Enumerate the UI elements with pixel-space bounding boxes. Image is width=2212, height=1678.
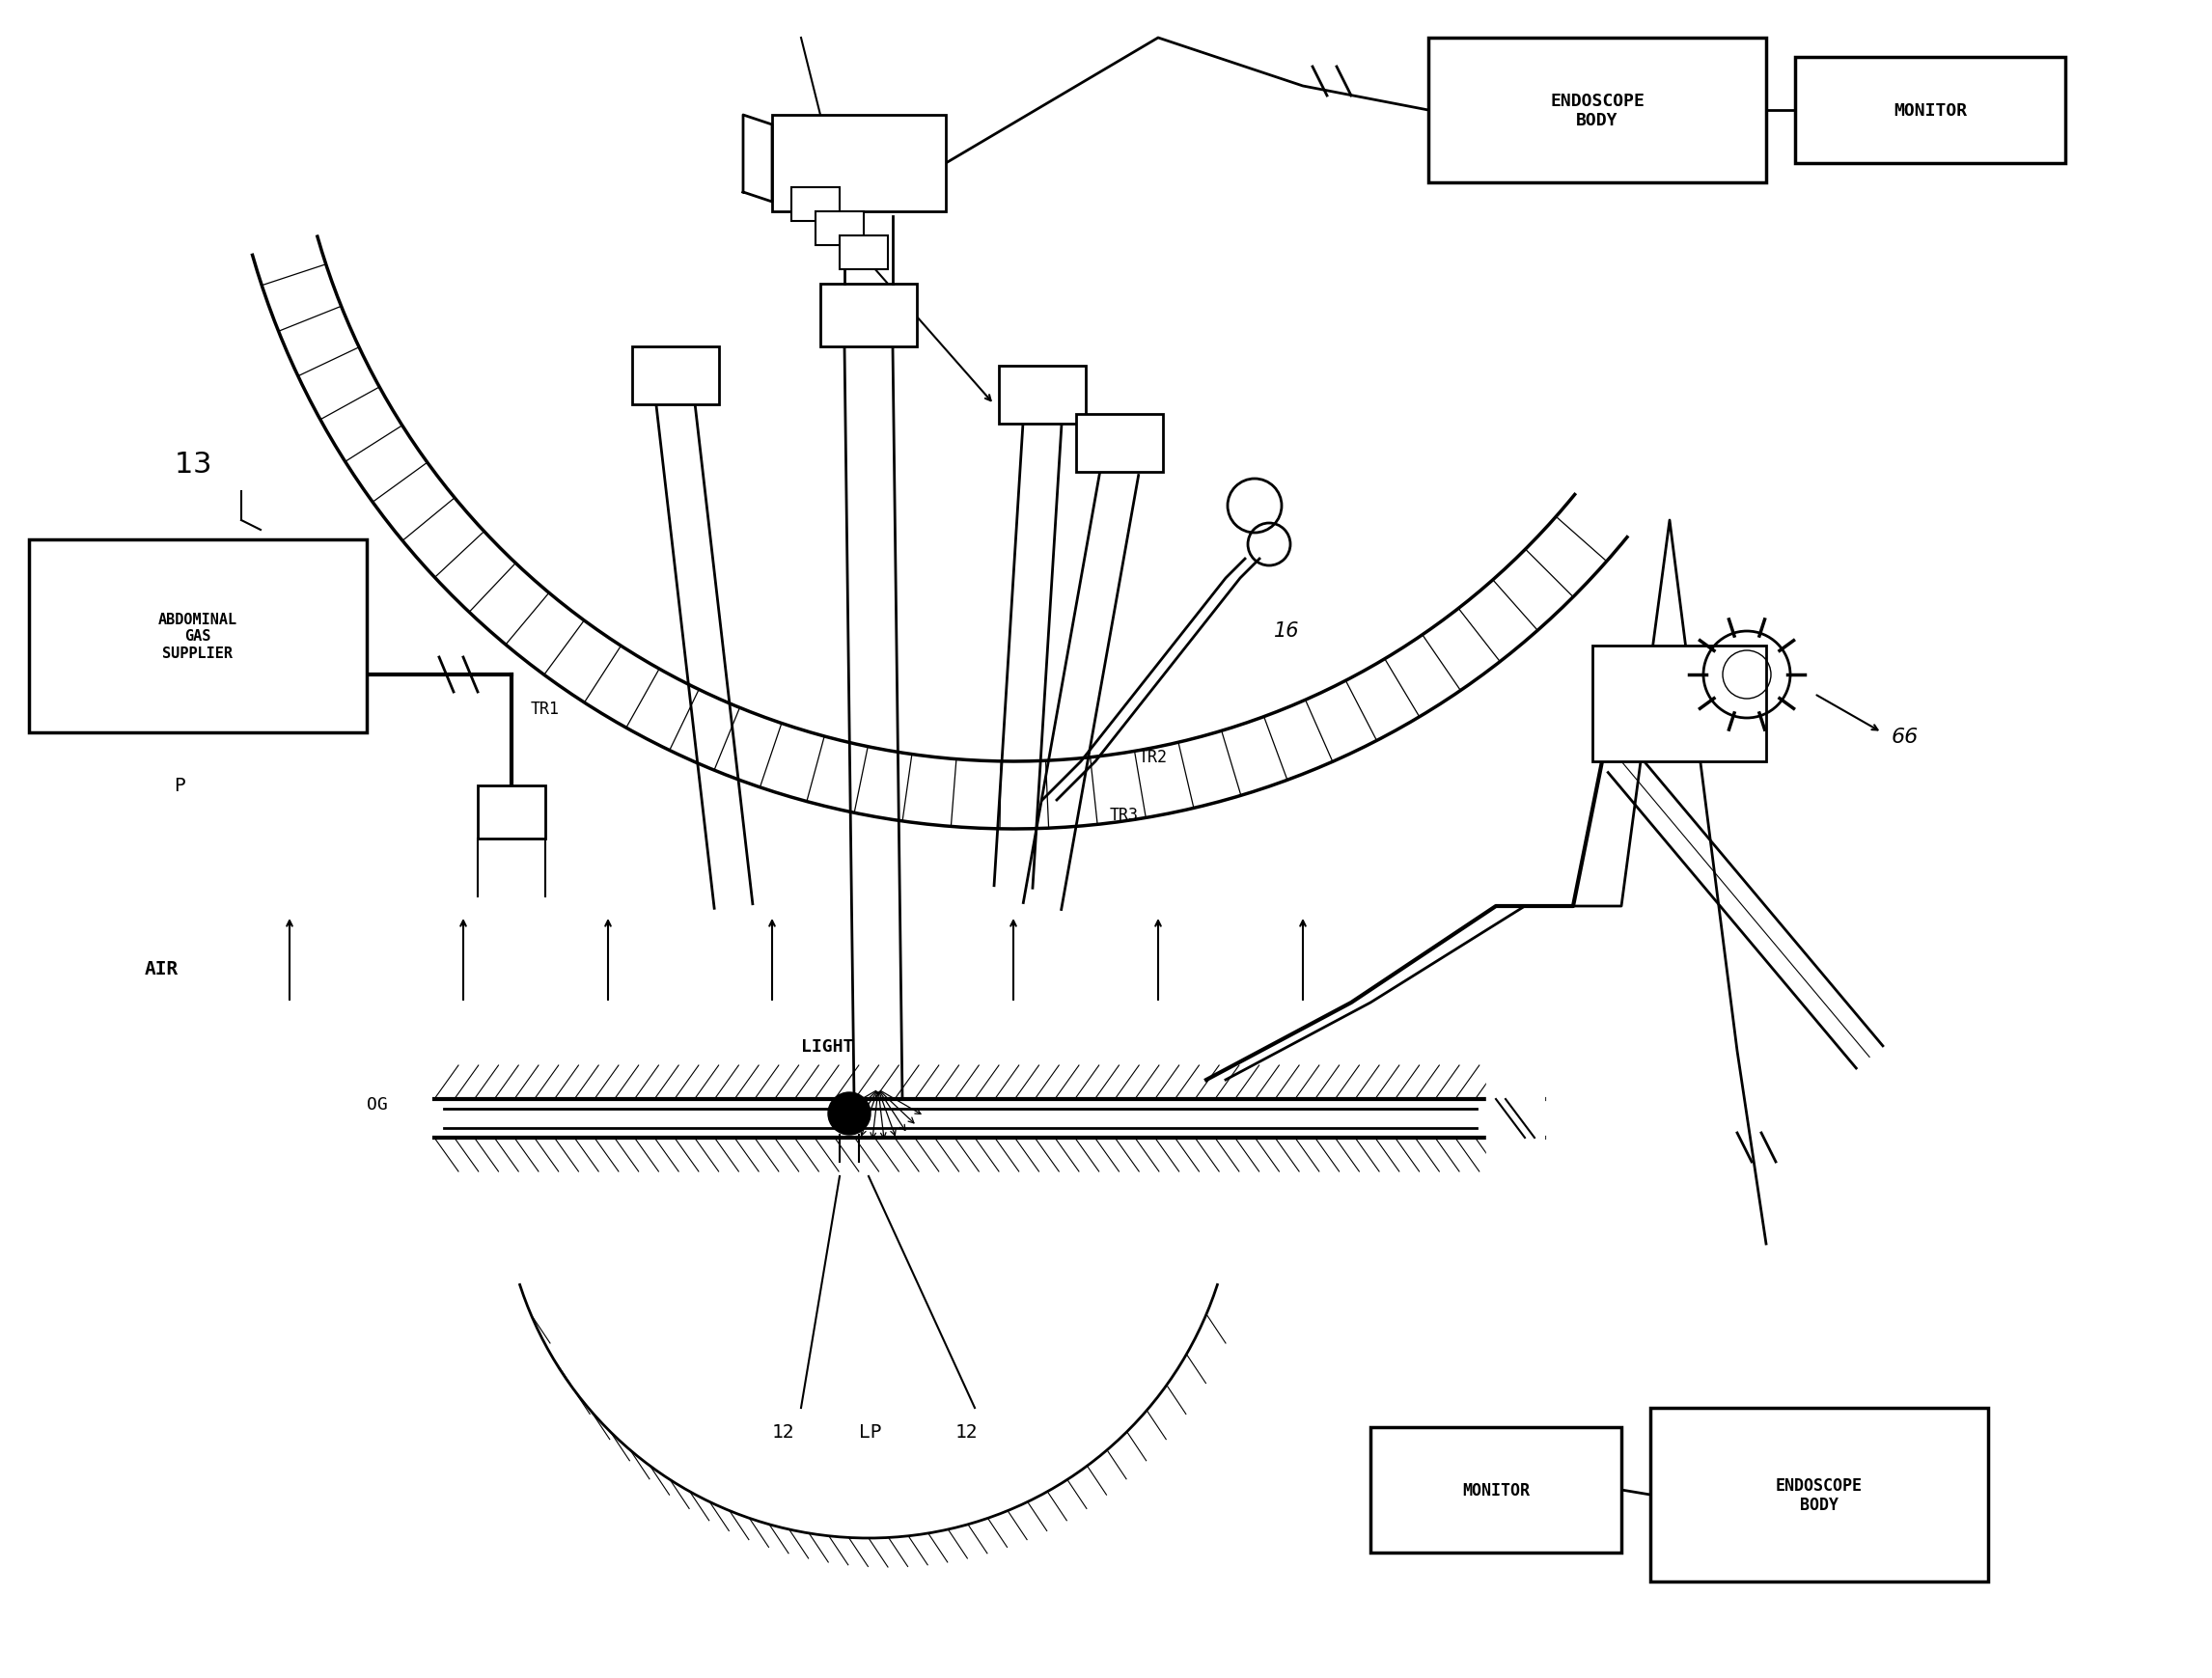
Text: 12: 12 <box>956 1423 978 1441</box>
Text: OG: OG <box>367 1096 387 1113</box>
Bar <box>821 285 916 347</box>
Text: ABDOMINAL
GAS
SUPPLIER: ABDOMINAL GAS SUPPLIER <box>159 612 237 661</box>
FancyBboxPatch shape <box>792 188 841 221</box>
Text: 14: 14 <box>1004 409 1029 428</box>
FancyBboxPatch shape <box>1650 1408 1989 1582</box>
Circle shape <box>827 1092 872 1134</box>
Text: P: P <box>175 777 186 795</box>
FancyBboxPatch shape <box>816 211 863 247</box>
FancyBboxPatch shape <box>1796 57 2066 164</box>
FancyBboxPatch shape <box>1593 646 1765 762</box>
Text: LIGHT: LIGHT <box>801 1037 854 1055</box>
Text: 16: 16 <box>1274 621 1298 641</box>
FancyBboxPatch shape <box>29 540 367 733</box>
FancyBboxPatch shape <box>1371 1428 1621 1552</box>
Bar <box>1075 414 1164 473</box>
Bar <box>633 347 719 404</box>
FancyBboxPatch shape <box>772 116 947 211</box>
Text: LP: LP <box>858 1423 883 1441</box>
Text: ENDOSCOPE
BODY: ENDOSCOPE BODY <box>1776 1477 1863 1514</box>
Text: $\it{13}$: $\it{13}$ <box>175 450 210 478</box>
Bar <box>478 785 546 839</box>
FancyBboxPatch shape <box>841 237 887 270</box>
Polygon shape <box>743 116 772 203</box>
Text: TR3: TR3 <box>1110 805 1139 824</box>
Text: 12: 12 <box>772 1423 794 1441</box>
Text: TR1: TR1 <box>531 700 560 718</box>
Text: AIR: AIR <box>144 960 179 978</box>
Bar <box>1000 366 1086 425</box>
Polygon shape <box>1486 1060 1544 1176</box>
Text: TR2: TR2 <box>1139 748 1168 765</box>
Text: MONITOR: MONITOR <box>1462 1482 1531 1498</box>
Text: ENDOSCOPE
BODY: ENDOSCOPE BODY <box>1551 92 1644 129</box>
Text: 66: 66 <box>1891 727 1918 747</box>
Text: MONITOR: MONITOR <box>1893 102 1966 119</box>
FancyBboxPatch shape <box>1429 39 1765 183</box>
Polygon shape <box>252 237 1628 829</box>
